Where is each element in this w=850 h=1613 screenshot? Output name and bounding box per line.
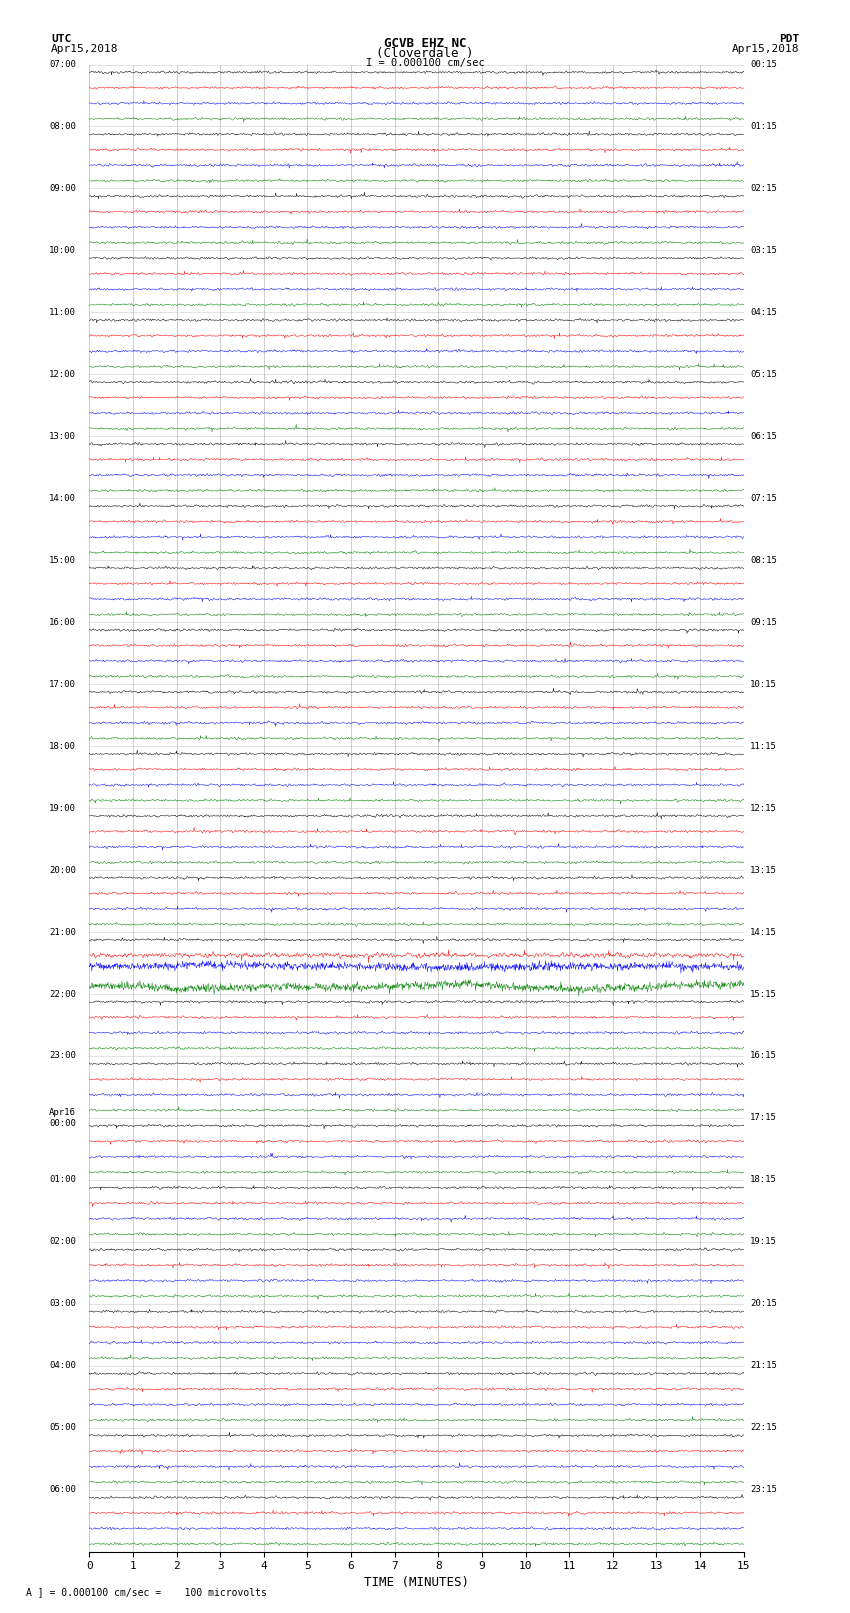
Text: GCVB EHZ NC: GCVB EHZ NC (383, 37, 467, 50)
Text: 01:00: 01:00 (49, 1176, 76, 1184)
Text: 01:15: 01:15 (751, 123, 777, 131)
Text: 22:00: 22:00 (49, 989, 76, 998)
Text: 15:15: 15:15 (751, 989, 777, 998)
Text: 13:00: 13:00 (49, 432, 76, 440)
Text: 23:00: 23:00 (49, 1052, 76, 1060)
Text: 08:00: 08:00 (49, 123, 76, 131)
Text: 03:00: 03:00 (49, 1300, 76, 1308)
Text: Apr16
00:00: Apr16 00:00 (49, 1108, 76, 1127)
Text: 20:15: 20:15 (751, 1300, 777, 1308)
Text: 12:00: 12:00 (49, 369, 76, 379)
Text: 05:00: 05:00 (49, 1423, 76, 1432)
Text: 13:15: 13:15 (751, 866, 777, 874)
Text: 03:15: 03:15 (751, 245, 777, 255)
Text: 19:15: 19:15 (751, 1237, 777, 1247)
Text: 10:00: 10:00 (49, 245, 76, 255)
Text: 17:15: 17:15 (751, 1113, 777, 1123)
Text: 02:00: 02:00 (49, 1237, 76, 1247)
Text: 15:00: 15:00 (49, 556, 76, 565)
Text: 09:00: 09:00 (49, 184, 76, 194)
Text: Apr15,2018: Apr15,2018 (732, 44, 799, 53)
Text: A ] = 0.000100 cm/sec =    100 microvolts: A ] = 0.000100 cm/sec = 100 microvolts (26, 1587, 266, 1597)
Text: 12:15: 12:15 (751, 803, 777, 813)
Text: 04:00: 04:00 (49, 1361, 76, 1371)
Text: 18:00: 18:00 (49, 742, 76, 750)
Text: 06:00: 06:00 (49, 1486, 76, 1494)
Text: 20:00: 20:00 (49, 866, 76, 874)
Text: 09:15: 09:15 (751, 618, 777, 627)
Text: 11:15: 11:15 (751, 742, 777, 750)
Text: 17:00: 17:00 (49, 679, 76, 689)
Text: 16:15: 16:15 (751, 1052, 777, 1060)
Text: 21:15: 21:15 (751, 1361, 777, 1371)
Text: I = 0.000100 cm/sec: I = 0.000100 cm/sec (366, 58, 484, 68)
Text: 11:00: 11:00 (49, 308, 76, 316)
Text: 23:15: 23:15 (751, 1486, 777, 1494)
Text: 14:00: 14:00 (49, 494, 76, 503)
Text: 14:15: 14:15 (751, 927, 777, 937)
Text: 02:15: 02:15 (751, 184, 777, 194)
X-axis label: TIME (MINUTES): TIME (MINUTES) (364, 1576, 469, 1589)
Text: 18:15: 18:15 (751, 1176, 777, 1184)
Text: UTC: UTC (51, 34, 71, 44)
Text: 00:15: 00:15 (751, 60, 777, 69)
Text: 07:15: 07:15 (751, 494, 777, 503)
Text: 05:15: 05:15 (751, 369, 777, 379)
Text: PDT: PDT (779, 34, 799, 44)
Text: 04:15: 04:15 (751, 308, 777, 316)
Text: 10:15: 10:15 (751, 679, 777, 689)
Text: 08:15: 08:15 (751, 556, 777, 565)
Text: (Cloverdale ): (Cloverdale ) (377, 47, 473, 60)
Text: 16:00: 16:00 (49, 618, 76, 627)
Text: 06:15: 06:15 (751, 432, 777, 440)
Text: 21:00: 21:00 (49, 927, 76, 937)
Text: Apr15,2018: Apr15,2018 (51, 44, 118, 53)
Text: 22:15: 22:15 (751, 1423, 777, 1432)
Text: 19:00: 19:00 (49, 803, 76, 813)
Text: 07:00: 07:00 (49, 60, 76, 69)
